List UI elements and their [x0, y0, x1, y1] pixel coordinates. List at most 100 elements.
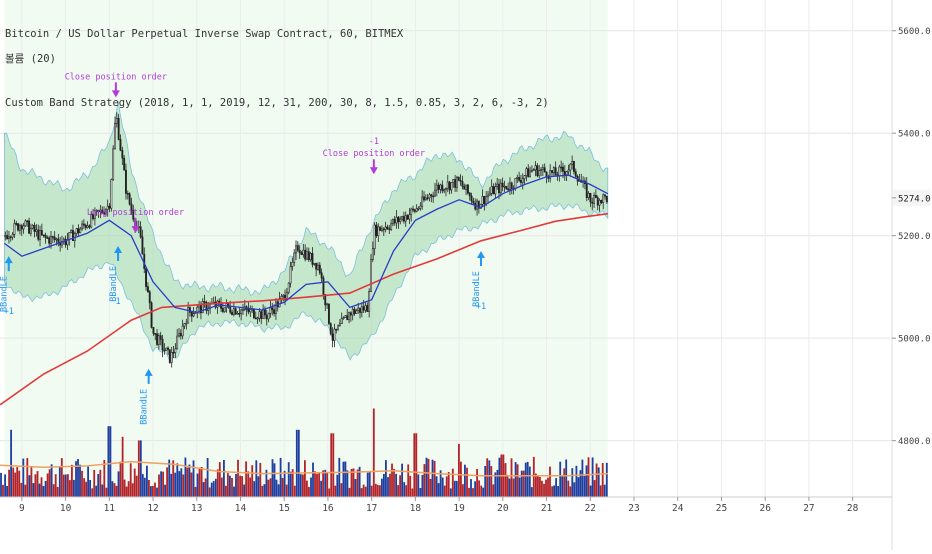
- volume-bar: [498, 457, 501, 497]
- volume-bar: [235, 474, 237, 497]
- volume-bar: [374, 483, 377, 497]
- volume-bar: [267, 479, 270, 497]
- time-tick-label: 9: [19, 503, 25, 514]
- volume-bar: [429, 478, 432, 497]
- candle-body: [348, 312, 350, 321]
- volume-bar: [200, 467, 203, 497]
- volume-ma-line: [0, 460, 608, 477]
- candle-body: [79, 228, 82, 234]
- volume-bar: [419, 488, 422, 497]
- candle-body: [604, 194, 606, 197]
- volume-bar: [4, 474, 7, 497]
- candle-body: [99, 209, 102, 213]
- strategy-legend[interactable]: Custom Band Strategy (2018, 1, 1, 2019, …: [5, 97, 549, 109]
- candle-body: [602, 194, 605, 203]
- candle-body: [20, 225, 23, 230]
- volume-bar: [336, 474, 339, 497]
- volume-bar: [520, 470, 523, 497]
- time-tick-label: 25: [716, 503, 727, 514]
- volume-bar: [273, 463, 276, 497]
- signal-arrow-up: [114, 245, 123, 261]
- candle-body: [360, 306, 363, 313]
- volume-bar: [389, 473, 391, 497]
- candle-body: [253, 308, 255, 319]
- volume-bar: [182, 474, 185, 497]
- time-tick-label: 19: [453, 503, 465, 514]
- volume-bar: [281, 477, 284, 497]
- volume-bar: [139, 440, 142, 497]
- volume-bar: [54, 474, 57, 497]
- volume-bar: [152, 485, 154, 497]
- candle-body: [269, 307, 272, 314]
- candle-body: [130, 203, 133, 211]
- volume-bar: [156, 487, 158, 497]
- time-tick-label: 20: [497, 503, 509, 514]
- candle-body: [293, 252, 296, 263]
- signal-label: BBandLE: [109, 266, 119, 302]
- volume-bar: [302, 474, 304, 497]
- candle-body: [391, 219, 394, 225]
- candle-body: [13, 223, 16, 235]
- candle-body: [44, 234, 47, 238]
- volume-bar: [387, 477, 389, 497]
- candle-body: [263, 308, 266, 316]
- volume-bar: [28, 475, 31, 497]
- volume-bar: [89, 480, 92, 497]
- candle-body: [388, 228, 391, 230]
- candle-body: [302, 249, 305, 255]
- volume-bar: [105, 487, 108, 497]
- candle-body: [439, 184, 442, 190]
- candle-body: [320, 272, 323, 279]
- volume-bar: [257, 476, 260, 497]
- candle-body: [117, 118, 120, 140]
- candle-body: [273, 309, 275, 314]
- candle-body: [413, 209, 416, 212]
- candle-body: [470, 195, 473, 202]
- volume-bar: [399, 475, 402, 497]
- volume-bar: [210, 482, 213, 497]
- candle-body: [170, 351, 173, 363]
- candle-body: [229, 306, 232, 313]
- volume-bar: [585, 465, 588, 497]
- volume-bar: [316, 473, 318, 497]
- candle-body: [589, 193, 592, 203]
- candle-body: [534, 165, 537, 171]
- symbol-legend[interactable]: Bitcoin / US Dollar Perpetual Inverse Sw…: [5, 28, 404, 40]
- time-tick-label: 24: [672, 503, 684, 514]
- candle-body: [446, 181, 449, 189]
- candle-body: [390, 223, 393, 230]
- volume-bar: [18, 470, 21, 497]
- candle-body: [256, 317, 259, 320]
- candle-body: [561, 166, 564, 172]
- candle-body: [46, 237, 49, 239]
- candle-body: [8, 236, 10, 239]
- volume-bar: [322, 470, 325, 497]
- candle-body: [514, 178, 517, 189]
- volume-bar: [553, 485, 556, 497]
- volume-bar: [573, 482, 576, 497]
- volume-bar: [135, 475, 138, 497]
- candle-body: [492, 186, 495, 195]
- volume-bar: [198, 467, 201, 497]
- candle-body: [530, 169, 533, 172]
- candle-body: [9, 236, 12, 239]
- candle-body: [532, 169, 535, 171]
- volume-bar: [409, 475, 412, 497]
- candle-body: [322, 277, 325, 295]
- volume-bar: [535, 473, 537, 497]
- signal-arrow-up: [4, 256, 13, 272]
- candle-body: [231, 311, 233, 315]
- candle-body: [472, 200, 475, 204]
- candle-body: [28, 220, 30, 234]
- volume-indicator-legend[interactable]: 볼륨 (20): [5, 53, 56, 65]
- volume-bar: [532, 456, 535, 497]
- candle-body: [508, 182, 511, 190]
- volume-bar: [174, 472, 177, 497]
- ma-short-line: [4, 174, 609, 314]
- volume-bar: [196, 473, 199, 497]
- volume-bar: [111, 481, 114, 497]
- candle-body: [114, 123, 116, 150]
- candle-body: [77, 228, 80, 234]
